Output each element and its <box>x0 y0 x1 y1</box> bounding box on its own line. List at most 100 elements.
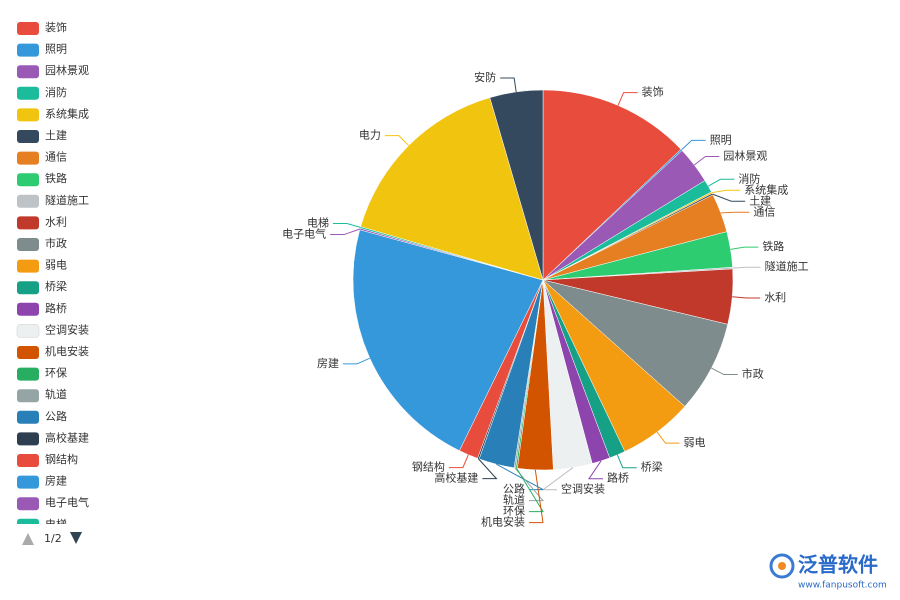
slice-label: 空调安装 <box>561 482 605 496</box>
legend-swatch <box>17 562 39 575</box>
leader-line <box>681 139 706 151</box>
legend-label: 园林景观 <box>45 63 89 77</box>
slice-label: 房建 <box>317 356 339 370</box>
slice-label: 桥梁 <box>641 460 663 474</box>
legend-swatch <box>17 281 39 295</box>
slice-label: 钢结构 <box>412 460 445 474</box>
leader-line <box>343 357 371 365</box>
legend-label: 钢结构 <box>45 452 78 466</box>
legend-swatch <box>17 130 39 143</box>
legend-swatch <box>17 65 39 79</box>
slice-label: 消防 <box>738 171 760 185</box>
leader-line <box>732 296 761 299</box>
slice-label: 土建 <box>749 193 771 207</box>
legend-swatch <box>17 497 39 511</box>
slice-label: 弱电 <box>683 436 705 449</box>
leader-line <box>516 467 544 513</box>
slice-label: 通信 <box>753 205 775 218</box>
leader-line <box>730 246 759 250</box>
slice-label: 公路 <box>503 483 525 496</box>
legend-label: 系统集成 <box>45 106 89 120</box>
slice-label: 照明 <box>710 133 732 146</box>
pie-slice <box>489 89 544 281</box>
leader-line <box>384 135 410 146</box>
legend-label: 照明 <box>45 43 67 56</box>
slice-label: 高校基建 <box>434 471 478 485</box>
leader-line <box>656 431 680 444</box>
slice-label: 机电安装 <box>481 515 525 529</box>
slice-label: 轨道 <box>503 493 525 507</box>
leader-line <box>720 211 750 214</box>
slice-label: 园林景观 <box>723 148 767 162</box>
legend-swatch <box>17 238 39 251</box>
logo: 泛普软件 www.fanpusoft.com <box>769 553 887 591</box>
slice-label: 电力 <box>359 129 381 142</box>
legend-label: 隧道施工 <box>45 193 89 207</box>
legend-swatch <box>17 216 39 230</box>
leader-line <box>693 155 720 166</box>
legend-label: 轨道 <box>45 387 67 401</box>
legend-swatch <box>16 324 40 338</box>
logo-url: www.fanpusoft.com <box>798 581 887 591</box>
legend-label: 电梯 <box>45 518 67 531</box>
legend-label: 环保 <box>45 366 67 380</box>
legend-prev[interactable] <box>22 533 34 545</box>
legend-label: 路桥 <box>45 302 67 315</box>
leader-line <box>711 367 738 376</box>
slice-label: 路桥 <box>607 472 629 485</box>
leader-line <box>712 193 746 202</box>
legend-label: 安防 <box>45 560 67 574</box>
legend-swatch <box>17 173 39 187</box>
legend-swatch <box>17 86 39 100</box>
legend-swatch <box>17 367 39 381</box>
leader-line <box>707 178 735 187</box>
slice-label: 水利 <box>764 291 786 304</box>
legend-swatch <box>17 302 39 316</box>
legend-label: 水利 <box>45 215 67 228</box>
leader-line <box>617 92 638 106</box>
pie-slice <box>542 279 729 407</box>
legend-swatch <box>17 43 39 57</box>
legend-label: 公路 <box>45 410 67 423</box>
legend: 装饰照明园林景观消防系统集成土建通信铁路隧道施工水利市政弱电桥梁路桥空调安装机电… <box>16 20 89 575</box>
slice-label: 电子电气 <box>282 227 326 241</box>
pie-slice <box>360 97 544 281</box>
legend-page: 1/2 <box>44 532 62 545</box>
leader-line <box>330 228 361 236</box>
slice-label: 环保 <box>503 504 525 518</box>
leader-line <box>588 460 603 480</box>
leader-line <box>448 454 469 469</box>
leader-line <box>732 266 761 269</box>
slice-label: 系统集成 <box>744 182 788 196</box>
legend-label: 弱电 <box>45 259 67 272</box>
slice-label: 铁路 <box>762 240 784 253</box>
slice-label: 市政 <box>742 367 764 381</box>
legend-label: 桥梁 <box>45 279 67 293</box>
legend-next[interactable] <box>70 532 82 544</box>
legend-label: 市政 <box>45 236 67 250</box>
legend-swatch <box>17 389 39 403</box>
legend-label: 房建 <box>45 474 67 488</box>
leader-line <box>711 189 741 194</box>
legend-label: 土建 <box>45 128 67 142</box>
slice-label: 装饰 <box>642 85 664 99</box>
legend-label: 高校基建 <box>45 430 89 444</box>
legend-swatch <box>17 454 39 467</box>
legend-label: 装饰 <box>45 20 67 34</box>
logo-icon <box>769 553 795 579</box>
legend-label: 消防 <box>45 85 67 99</box>
leader-line <box>514 467 545 502</box>
legend-swatch <box>17 432 39 446</box>
legend-swatch <box>17 475 39 489</box>
slice-label: 隧道施工 <box>765 259 809 273</box>
legend-swatch <box>17 194 39 208</box>
legend-label: 铁路 <box>45 172 67 185</box>
legend-label: 通信 <box>45 151 67 164</box>
legend-swatch <box>17 151 39 165</box>
legend-swatch <box>17 346 39 359</box>
leader-line <box>477 458 498 480</box>
legend-swatch <box>17 410 39 424</box>
leader-line <box>616 454 637 469</box>
legend-swatch <box>17 518 39 524</box>
slice-label: 电梯 <box>307 217 329 230</box>
